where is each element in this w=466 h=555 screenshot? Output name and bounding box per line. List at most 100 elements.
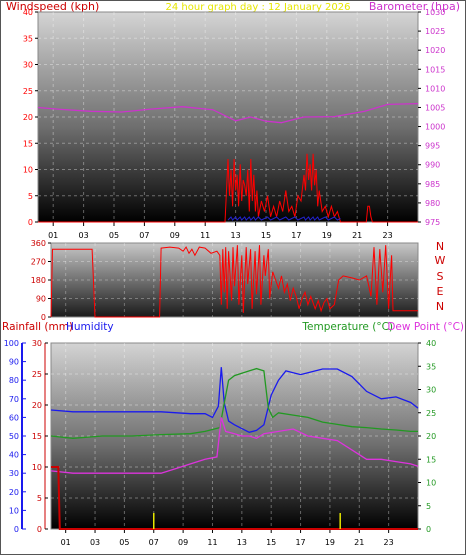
temperature-tick-label: 0	[426, 525, 431, 534]
humidity-tick-label: 30	[9, 469, 19, 478]
rainfall-line	[51, 466, 418, 530]
rainfall-tick-label: 0	[37, 525, 42, 534]
barometer-line	[37, 102, 419, 124]
barometer-axis-title: Barometer (hpa)	[369, 0, 460, 13]
windspeed-tick-label: 5	[28, 192, 33, 201]
windspeed-axis-title: Windspeed (kph)	[6, 0, 99, 13]
temperature-tick-label: 35	[426, 362, 436, 371]
x-tick-label: 15	[261, 231, 271, 240]
graph-subtitle: 24 hour graph day : 12 January 2026	[166, 2, 351, 13]
wind-direction-series	[50, 245, 418, 318]
humidity-tick-label: 50	[9, 432, 19, 441]
windspeed-tick-label: 20	[23, 113, 33, 122]
dewpoint-axis-title: Dew Point (°C)	[387, 321, 464, 333]
humidity-tick-label: 0	[14, 525, 19, 534]
windspeed-tick-label: 35	[23, 34, 33, 43]
rainfall-tick-label: 25	[32, 370, 42, 379]
humidity-tick-label: 20	[9, 488, 19, 497]
rainfall-tick-label: 20	[32, 401, 42, 410]
temperature-tick-label: 10	[426, 479, 436, 488]
temperature-tick-label: 40	[426, 339, 436, 348]
x-tick-label: 09	[178, 538, 188, 547]
wind-direction-line	[50, 245, 418, 318]
windspeed-tick-label: 40	[23, 8, 33, 17]
compass-label: E	[437, 285, 444, 298]
barometer-tick-label: 1030	[425, 8, 445, 17]
x-tick-label: 21	[354, 538, 364, 547]
rainfall-axis-title: Rainfall (mm)	[2, 321, 73, 333]
windspeed-tick-label: 30	[23, 61, 33, 70]
x-tick-label: 19	[325, 538, 335, 547]
x-tick-label: 11	[200, 231, 210, 240]
barometer-tick-label: 985	[425, 180, 440, 189]
compass-label: N	[436, 240, 444, 253]
x-tick-label: 05	[119, 538, 129, 547]
rainfall-tick-label: 5	[37, 494, 42, 503]
temperature-tick-label: 20	[426, 432, 436, 441]
barometer-tick-label: 995	[425, 142, 440, 151]
barometer-tick-label: 1010	[425, 84, 445, 93]
humidity-tick-label: 60	[9, 413, 19, 422]
windspeed-tick-label: 0	[28, 218, 33, 227]
x-tick-label: 09	[170, 231, 180, 240]
temperature-tick-label: 5	[426, 502, 431, 511]
x-tick-label: 17	[291, 231, 301, 240]
humidity-axis: 0 10 20 30 40 50 60 70 80 90 100	[4, 339, 26, 534]
barometer-tick-label: 990	[425, 161, 440, 170]
x-tick-label: 13	[231, 231, 241, 240]
x-tick-label: 01	[48, 231, 58, 240]
windspeed-axis: 0 5 10 15 20 25 30 35 40	[23, 8, 38, 227]
x-tick-label: 05	[109, 231, 119, 240]
barometer-tick-label: 1025	[425, 27, 445, 36]
temperature-line	[50, 367, 418, 439]
temp-humidity-rain-series	[50, 367, 419, 530]
windspeed-tick-label: 10	[23, 166, 33, 175]
direction-tick-label: 270	[31, 258, 46, 267]
rainfall-tick-label: 15	[32, 432, 42, 441]
barometer-axis: 975 980 985 990 995 1000 1005 1010 1015 1020 1025 1…	[418, 8, 445, 227]
rainfall-axis: 0 5 10 15 20 25 30	[32, 339, 48, 534]
x-tick-label: 23	[384, 538, 394, 547]
x-tick-label: 01	[61, 538, 71, 547]
humidity-line	[50, 367, 419, 433]
windspeed-tick-label: 25	[23, 87, 33, 96]
wind-barometer-series	[37, 102, 419, 223]
x-tick-label: 15	[266, 538, 276, 547]
x-tick-label: 13	[237, 538, 247, 547]
barometer-tick-label: 975	[425, 218, 440, 227]
compass-label: S	[437, 270, 444, 283]
time-axis-bottom: 01 03 05 07 09 11 13 15 17 19 21 23	[61, 529, 394, 547]
rainfall-tick-label: 10	[32, 463, 42, 472]
humidity-tick-label: 80	[9, 376, 19, 385]
temperature-tick-label: 30	[426, 386, 436, 395]
barometer-tick-label: 980	[425, 199, 440, 208]
direction-tick-label: 90	[36, 295, 46, 304]
windspeed-tick-label: 15	[23, 139, 33, 148]
temperature-tick-label: 25	[426, 409, 436, 418]
dewpoint-line	[50, 417, 419, 474]
gust-floor-line	[227, 216, 341, 221]
time-axis-top: 01 03 05 07 09 11 13 15 17 19 21 23	[48, 222, 393, 240]
barometer-tick-label: 1020	[425, 46, 445, 55]
x-tick-label: 11	[207, 538, 217, 547]
x-tick-label: 19	[322, 231, 332, 240]
barometer-tick-label: 1005	[425, 103, 445, 112]
humidity-tick-label: 10	[9, 506, 19, 515]
rainfall-tick-label: 30	[32, 339, 42, 348]
compass-label: N	[436, 300, 444, 313]
x-tick-label: 21	[352, 231, 362, 240]
direction-tick-label: 0	[41, 313, 46, 322]
x-tick-label: 07	[139, 231, 149, 240]
humidity-tick-label: 100	[4, 339, 19, 348]
wind-direction-axis: 0 90 180 270 360	[31, 239, 51, 322]
temperature-axis-title: Temperature (°C)	[301, 321, 393, 333]
humidity-axis-title: Humidity	[66, 321, 114, 333]
humidity-tick-label: 90	[9, 358, 19, 367]
direction-tick-label: 360	[31, 239, 46, 248]
barometer-tick-label: 1000	[425, 123, 445, 132]
